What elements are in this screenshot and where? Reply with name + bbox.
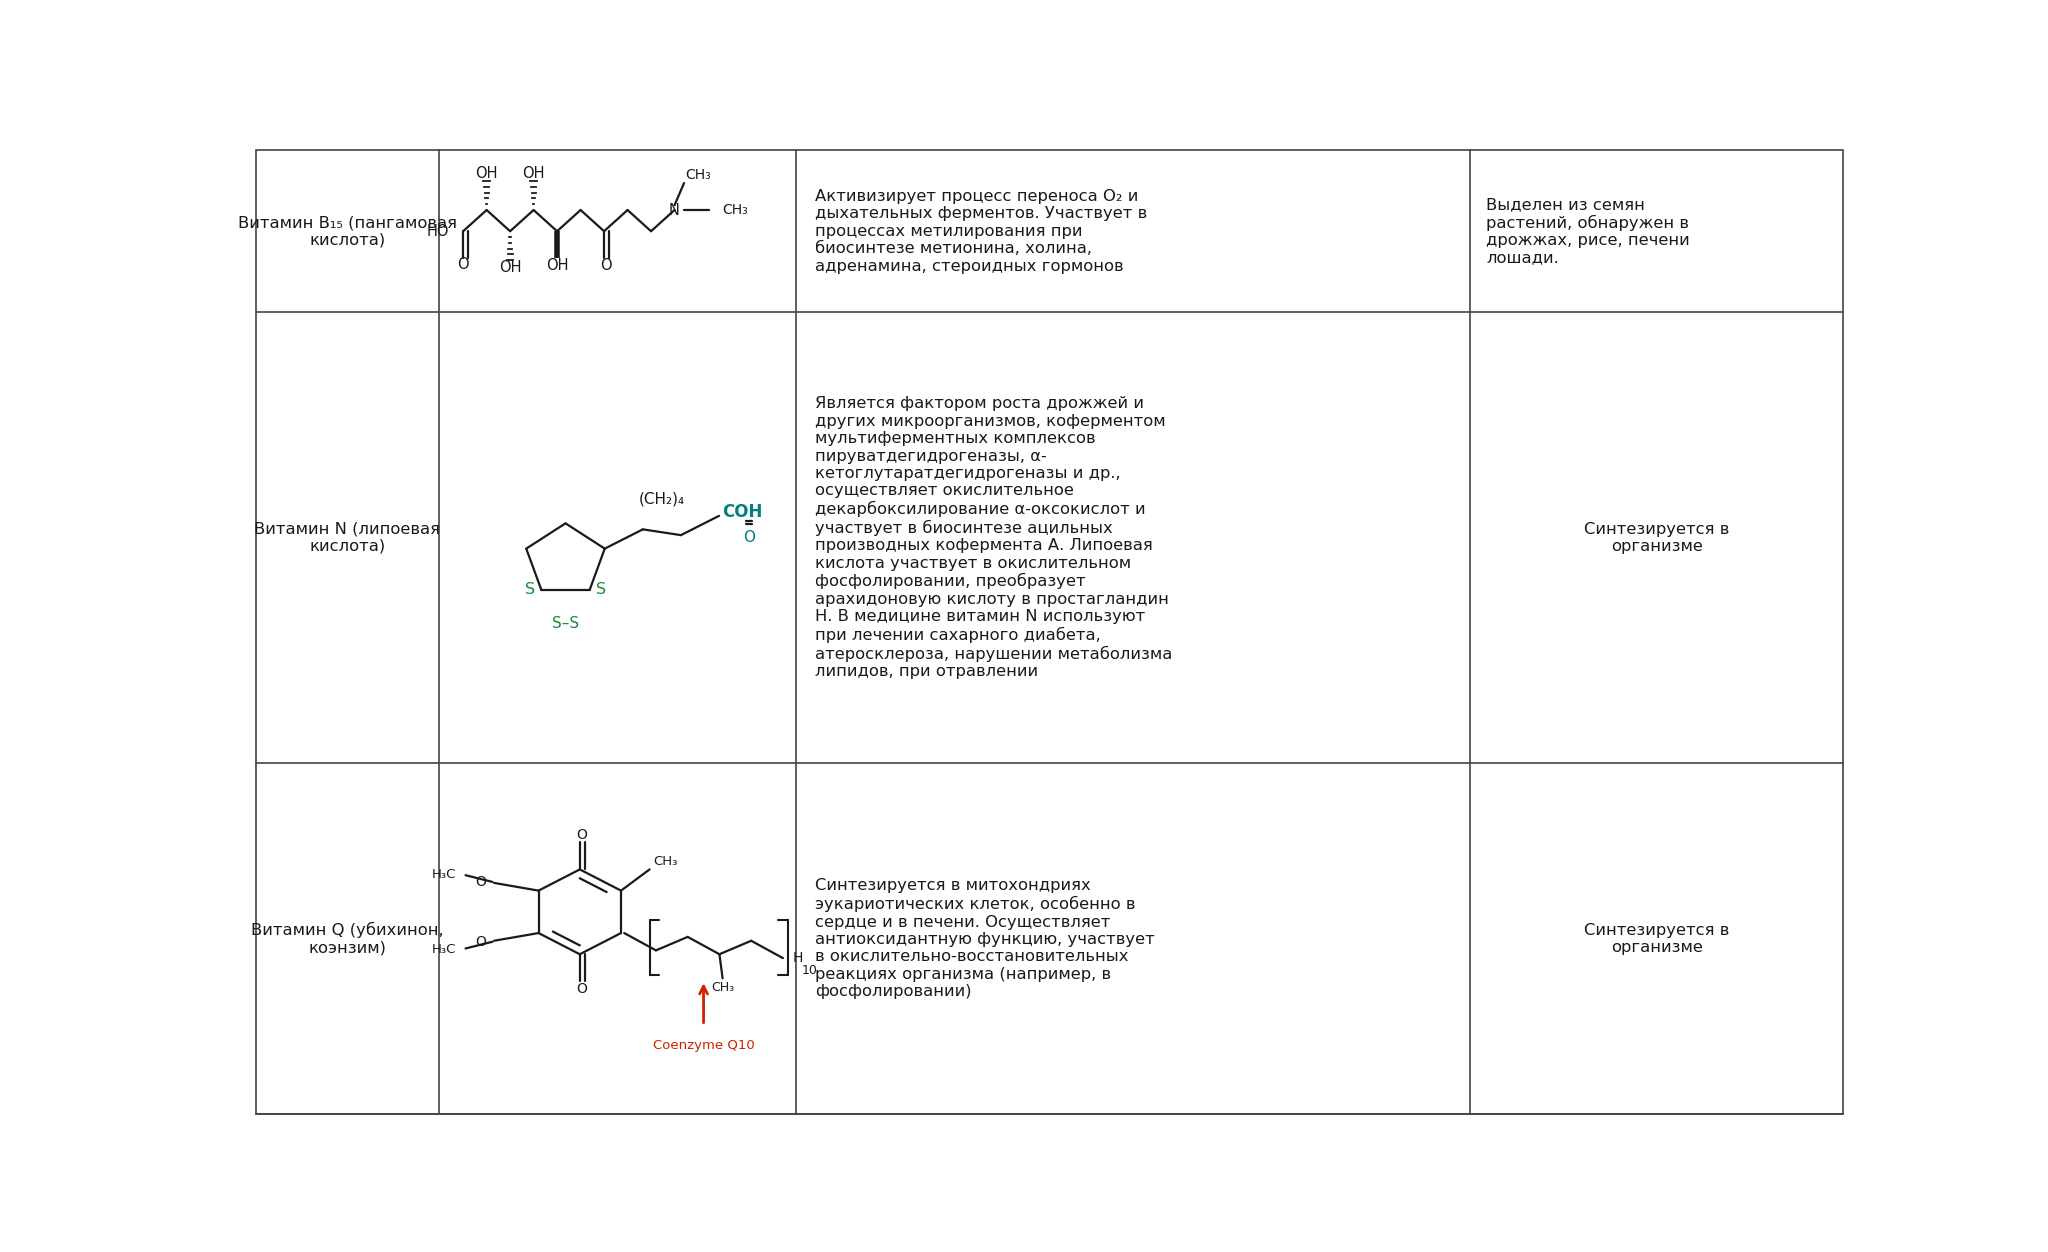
Text: Витамин B₁₅ (пангамовая
кислота): Витамин B₁₅ (пангамовая кислота) <box>238 215 457 248</box>
Text: S: S <box>524 582 535 597</box>
Text: CH₃: CH₃ <box>711 980 733 994</box>
Text: Активизирует процесс переноса О₂ и
дыхательных ферментов. Участвует в
процессах : Активизирует процесс переноса О₂ и дыхат… <box>815 189 1147 274</box>
Text: S–S: S–S <box>553 616 580 631</box>
Text: 10: 10 <box>803 964 817 977</box>
Text: Витамин Q (убихинон,
коэнзим): Витамин Q (убихинон, коэнзим) <box>252 921 444 955</box>
Text: Синтезируется в
организме: Синтезируется в организме <box>1583 522 1729 553</box>
Text: Синтезируется в митохондриях
эукариотических клеток, особенно в
сердце и в печен: Синтезируется в митохондриях эукариотиче… <box>815 879 1155 999</box>
Text: O: O <box>743 530 756 545</box>
Text: O: O <box>575 982 588 995</box>
Text: COH: COH <box>723 503 762 521</box>
Text: Является фактором роста дрожжей и
других микроорганизмов, коферментом
мультиферм: Является фактором роста дрожжей и других… <box>815 397 1171 680</box>
Text: Витамин N (липоевая
кислота): Витамин N (липоевая кислота) <box>254 522 440 553</box>
Text: Coenzyme Q10: Coenzyme Q10 <box>653 1039 754 1052</box>
Text: O: O <box>575 828 588 841</box>
Text: O: O <box>475 935 485 949</box>
Text: CH₃: CH₃ <box>723 203 748 217</box>
Text: (CH₂)₄: (CH₂)₄ <box>639 491 684 506</box>
Text: Синтезируется в
организме: Синтезируется в организме <box>1583 923 1729 955</box>
Text: OH: OH <box>547 258 569 273</box>
Text: Выделен из семян
растений, обнаружен в
дрожжах, рисе, печени
лошади.: Выделен из семян растений, обнаружен в д… <box>1487 197 1690 265</box>
Text: H: H <box>793 952 803 965</box>
Text: O: O <box>457 258 469 273</box>
Text: S: S <box>596 582 606 597</box>
Text: OH: OH <box>500 260 522 275</box>
Text: HO: HO <box>426 224 449 239</box>
Text: OH: OH <box>522 165 545 180</box>
Text: CH₃: CH₃ <box>653 855 678 868</box>
Text: CH₃: CH₃ <box>686 168 711 183</box>
Text: H₃C: H₃C <box>432 943 457 957</box>
Text: H₃C: H₃C <box>432 868 457 880</box>
Text: N: N <box>670 203 680 218</box>
Text: O: O <box>475 875 485 889</box>
Text: OH: OH <box>475 165 498 180</box>
Text: O: O <box>600 258 612 273</box>
